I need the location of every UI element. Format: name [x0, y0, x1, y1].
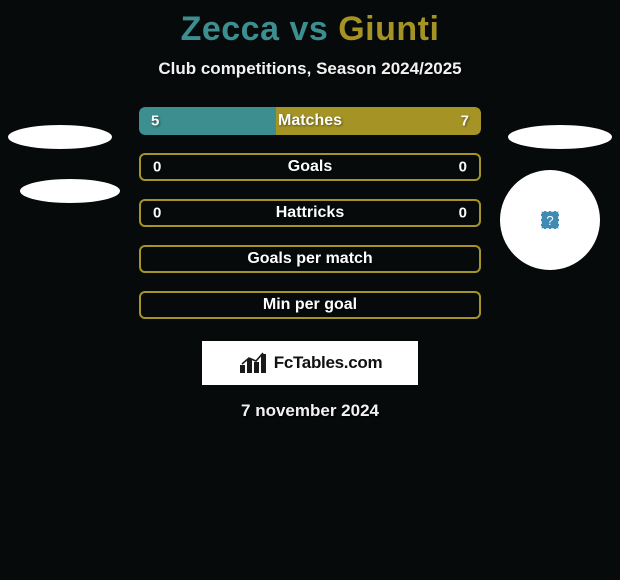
bar-matches-right-value: 7 [461, 113, 469, 130]
bar-goals-per-match-label: Goals per match [141, 250, 479, 268]
bar-goals-label: Goals [141, 158, 479, 176]
avatar-left-ellipse-2 [20, 179, 120, 203]
fctables-logo[interactable]: FcTables.com [202, 341, 418, 385]
fctables-logo-prefix: Fc [274, 353, 293, 372]
date-text: 7 november 2024 [0, 401, 620, 421]
bar-min-per-goal-label: Min per goal [141, 296, 479, 314]
avatar-left-ellipse-1 [8, 125, 112, 149]
bar-hattricks-right-value: 0 [459, 205, 467, 222]
bar-min-per-goal: Min per goal [139, 291, 481, 319]
bar-goals-per-match: Goals per match [139, 245, 481, 273]
fctables-logo-rest: Tables.com [293, 353, 382, 372]
avatar-right-ellipse [508, 125, 612, 149]
comparison-bars: 5 Matches 7 0 Goals 0 0 Hattricks 0 Goal… [139, 107, 481, 319]
bar-goals: 0 Goals 0 [139, 153, 481, 181]
bar-hattricks-label: Hattricks [141, 204, 479, 222]
page-title: Zecca vs Giunti [0, 0, 620, 49]
bar-hattricks: 0 Hattricks 0 [139, 199, 481, 227]
subtitle: Club competitions, Season 2024/2025 [0, 59, 620, 79]
title-left: Zecca [181, 10, 280, 48]
title-vs: vs [289, 10, 338, 48]
bar-matches-label: Matches [139, 112, 481, 130]
avatar-right-circle: ? [500, 170, 600, 270]
bar-goals-right-value: 0 [459, 159, 467, 176]
fctables-bars-icon [238, 351, 270, 375]
fctables-logo-text: FcTables.com [274, 353, 383, 373]
avatar-placeholder-icon: ? [541, 211, 559, 229]
bar-matches: 5 Matches 7 [139, 107, 481, 135]
title-right: Giunti [338, 10, 439, 48]
